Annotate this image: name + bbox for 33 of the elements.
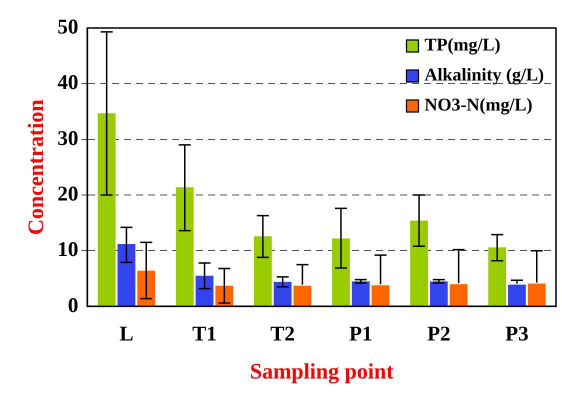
y-tick-label: 50: [57, 14, 78, 38]
x-tick-label: P1: [349, 321, 372, 346]
x-axis-title: Sampling point: [250, 358, 394, 384]
x-tick-label: P3: [505, 321, 529, 346]
bar: [410, 220, 428, 306]
bar: [332, 238, 350, 306]
x-tick-label: L: [119, 321, 134, 346]
y-tick-label: 10: [57, 237, 78, 262]
y-axis-title: Concentration: [22, 99, 48, 236]
bar: [488, 247, 506, 306]
bar: [274, 282, 292, 306]
bar: [352, 281, 370, 306]
y-tick-label: 40: [57, 70, 78, 94]
bar: [508, 284, 526, 306]
bar: [450, 284, 468, 306]
bar: [254, 236, 272, 306]
x-tick-label: T1: [192, 321, 217, 346]
bar: [176, 187, 194, 306]
bar: [118, 244, 136, 306]
bar: [372, 285, 390, 306]
bar: [98, 113, 116, 306]
y-tick-label: 0: [68, 292, 78, 317]
x-tick-label: P2: [427, 321, 451, 346]
bar: [528, 284, 546, 306]
y-tick-label: 20: [57, 181, 78, 206]
legend-label: TP(mg/L): [424, 34, 500, 55]
legend-label: NO3-N(mg/L): [424, 94, 532, 115]
bar: [196, 276, 214, 306]
legend-label: Alkalinity (g/L): [424, 64, 544, 85]
y-tick-label: 30: [57, 126, 78, 150]
bar: [294, 286, 312, 306]
bar: [430, 281, 448, 306]
x-tick-label: T2: [270, 321, 295, 346]
